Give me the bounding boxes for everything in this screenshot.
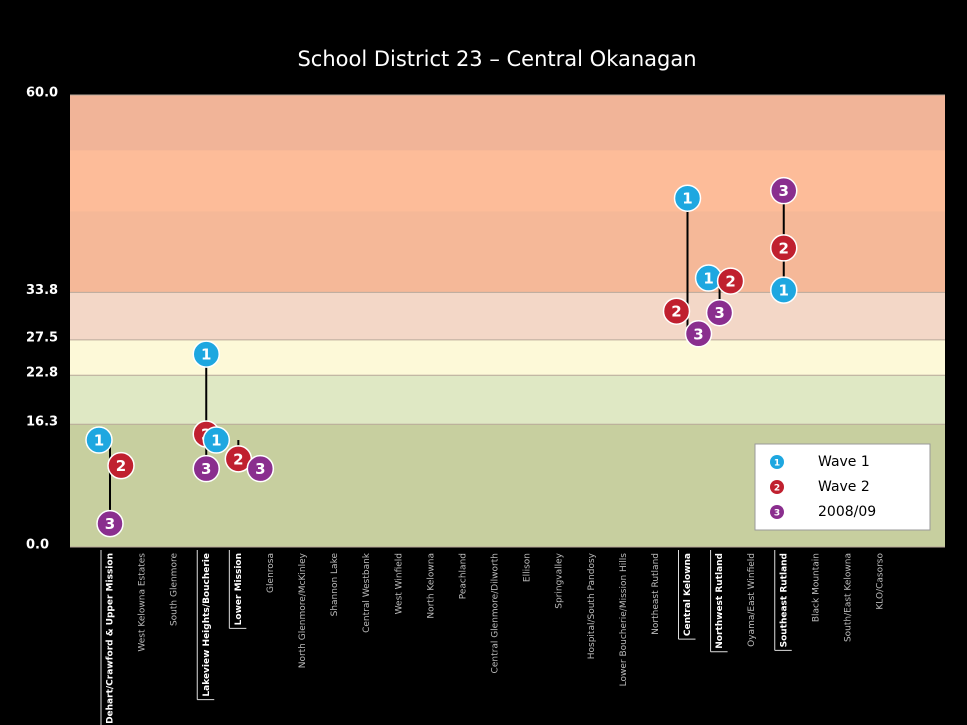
band	[70, 292, 945, 340]
x-tick-label: Central Kelowna	[683, 553, 693, 636]
dot: 1	[85, 426, 113, 454]
y-tick-label: 0.0	[26, 538, 49, 553]
dot: 3	[96, 509, 124, 538]
dot-marker: 1	[682, 190, 692, 208]
dot-circle	[192, 340, 220, 368]
legend-marker-text: 2	[774, 484, 780, 494]
dot-circle	[770, 276, 798, 304]
x-tick-label: Hospital/South Pandosy	[587, 552, 597, 659]
dot-marker: 3	[255, 460, 265, 478]
dot: 2	[662, 297, 691, 325]
dot: 1	[770, 276, 798, 304]
dot-circle	[246, 454, 275, 483]
dot: 1	[192, 340, 220, 368]
dot-marker: 3	[201, 460, 211, 478]
dot-marker: 2	[116, 457, 126, 475]
legend-marker	[770, 505, 784, 519]
dot: 2	[770, 234, 798, 262]
legend-label: Wave 2	[818, 479, 870, 495]
x-tick-label: Glenrosa	[266, 553, 276, 593]
dot: 3	[705, 298, 734, 327]
dot: 2	[224, 445, 253, 473]
y-tick-label: 22.8	[26, 366, 58, 381]
dot-circle	[202, 426, 231, 454]
dot: 3	[770, 176, 798, 205]
dot-marker: 2	[233, 450, 243, 468]
dot-circle	[107, 451, 135, 480]
x-tick-label: Central Glenmore/Dilworth	[491, 553, 501, 673]
x-tick-label: Lower Boucherie/Mission Hills	[619, 553, 629, 687]
dot-marker: 2	[725, 273, 735, 291]
x-tick-label: South Glenmore	[170, 553, 180, 627]
x-tick-label: West Kelowna Estates	[138, 553, 148, 652]
dot-circle	[770, 176, 798, 205]
x-tick-label: Black Mountain	[811, 553, 821, 622]
y-tick-label: 16.3	[26, 415, 58, 430]
dot-marker: 2	[779, 239, 789, 257]
legend-label: 2008/09	[818, 504, 876, 520]
x-tick-label: Central Westbank	[362, 552, 372, 633]
x-tick-label: Southeast Rutland	[779, 553, 789, 647]
band	[70, 375, 945, 425]
dot: 1	[673, 184, 702, 212]
legend-box	[754, 443, 931, 531]
x-tick-label: Northwest Rutland	[715, 553, 725, 649]
dot-circle	[85, 426, 113, 454]
dot: 3	[246, 454, 275, 483]
y-tick-label: 60.0	[26, 86, 58, 101]
dot-marker: 1	[94, 432, 104, 450]
legend-marker-text: 3	[774, 509, 780, 519]
legend-label: Wave 1	[818, 454, 870, 470]
band-stripe	[70, 150, 945, 212]
x-tick-label: North Kelowna	[426, 553, 436, 619]
x-tick-label: Springvalley	[555, 552, 565, 608]
x-tick-label: Oyama/East Winfield	[747, 553, 757, 647]
dot-circle	[192, 454, 220, 483]
legend-marker	[770, 455, 784, 469]
dot: 3	[192, 454, 220, 483]
dot-marker: 3	[779, 182, 789, 200]
legend-marker	[770, 480, 784, 494]
dot-circle	[96, 509, 124, 538]
x-tick-label: Peachland	[458, 553, 468, 599]
dot-marker: 1	[703, 270, 713, 288]
x-tick-label: Dehart/Crawford & Upper Mission	[106, 553, 116, 724]
x-tick-label: Lower Mission	[234, 553, 244, 625]
dot-marker: 1	[779, 282, 789, 300]
dot-circle	[673, 184, 702, 212]
dot: 2	[107, 451, 135, 480]
x-tick-label: KLO/Casorso	[876, 553, 886, 610]
dot-marker: 3	[105, 515, 115, 533]
chart-title: School District 23 – Central Okanagan	[297, 47, 696, 71]
x-tick-label: Ellison	[523, 553, 533, 582]
dot: 1	[202, 426, 231, 454]
dot-circle	[662, 297, 691, 325]
dot-marker: 1	[211, 432, 221, 450]
dot-marker: 3	[714, 304, 724, 322]
y-tick-label: 33.8	[26, 283, 58, 298]
band-stripe	[70, 95, 945, 151]
dot-marker: 1	[201, 346, 211, 364]
dot-marker: 2	[671, 303, 681, 321]
dot-circle	[705, 298, 734, 327]
dot-circle	[770, 234, 798, 262]
x-tick-label: North Glenmore/McKinley	[298, 552, 308, 668]
x-tick-label: West Winfield	[394, 553, 404, 614]
x-tick-label: Shannon Lake	[330, 553, 340, 617]
x-tick-label: South/East Kelowna	[843, 553, 853, 642]
dot: 3	[684, 320, 713, 348]
dot: 2	[716, 267, 745, 295]
dot-marker: 3	[693, 325, 703, 343]
dot-circle	[716, 267, 745, 295]
legend-marker-text: 1	[774, 459, 780, 469]
x-tick-label: Lakeview Heights/Boucherie	[202, 553, 212, 697]
y-tick-label: 27.5	[26, 330, 58, 345]
dot-circle	[684, 320, 713, 348]
x-tick-label: Northeast Rutland	[651, 553, 661, 635]
